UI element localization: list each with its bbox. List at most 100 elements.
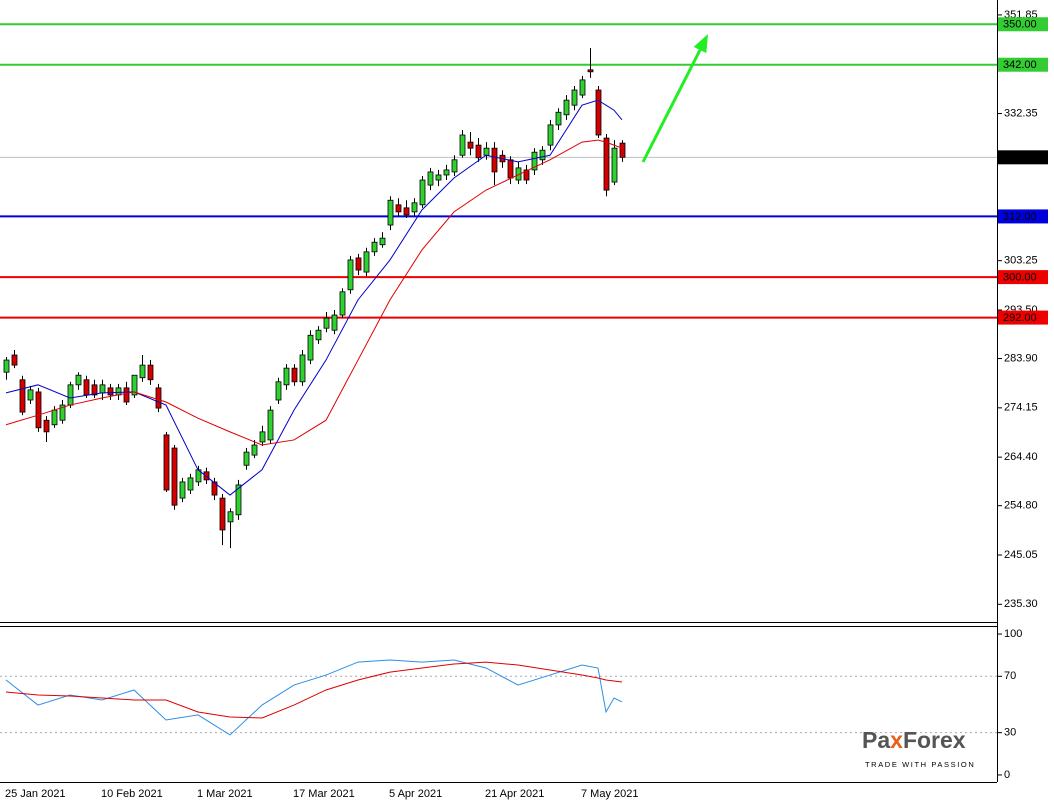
candle-body	[147, 364, 154, 381]
level-label-box	[998, 310, 1048, 325]
level-label-box	[998, 17, 1048, 32]
oscillator-line	[5, 659, 623, 736]
candle-body	[115, 387, 122, 396]
candle-body	[331, 314, 338, 331]
level-label: 350.00	[1003, 19, 1037, 31]
candle-body	[355, 257, 362, 271]
arrow-shaft	[641, 49, 702, 163]
x-tick-label: 25 Jan 2021	[5, 788, 66, 800]
candle-body	[131, 374, 138, 396]
y-tick-label: 351.85	[1004, 9, 1038, 21]
logo: PaxForex TRADE WITH PASSION	[862, 727, 975, 769]
level-label: 300.00	[1003, 272, 1037, 284]
candle-body	[171, 447, 178, 506]
candle-body	[339, 291, 346, 316]
level-label-box	[998, 57, 1048, 72]
candle-body	[419, 179, 426, 206]
logo-part: Forex	[903, 727, 966, 753]
level-label: 342.00	[1003, 59, 1037, 71]
candle-body	[99, 384, 106, 394]
candle-body	[483, 147, 490, 156]
candle-body	[395, 204, 402, 213]
arrow-head	[693, 34, 708, 54]
moving-average	[5, 139, 623, 446]
candle-body	[275, 381, 282, 401]
candle-body	[347, 259, 354, 291]
candle-body	[123, 387, 130, 403]
x-tick-label: 7 May 2021	[581, 788, 638, 800]
candle-body	[491, 147, 498, 173]
level-label: 292.00	[1003, 312, 1037, 324]
candle-body	[107, 387, 114, 396]
y-tick-label: 30	[1004, 727, 1016, 739]
candle-body	[443, 169, 450, 176]
candle-body	[27, 389, 34, 401]
candle-body	[227, 511, 234, 523]
candle-body	[611, 147, 618, 183]
candle-body	[187, 477, 194, 491]
candle-body	[219, 497, 226, 531]
candle-body	[619, 142, 626, 158]
candle-body	[307, 334, 314, 361]
plot-layer: 351.85332.35303.25293.50283.90274.15264.…	[0, 9, 1048, 800]
candle-body	[411, 202, 418, 213]
candle-body	[11, 354, 18, 366]
candle-body	[451, 159, 458, 173]
level-label-box	[998, 209, 1048, 224]
x-tick-label: 21 Apr 2021	[485, 788, 544, 800]
candle-body	[387, 199, 394, 226]
candle-body	[51, 409, 58, 426]
y-tick-label: 332.35	[1004, 107, 1038, 119]
candle-body	[291, 367, 298, 383]
y-tick-label: 283.90	[1004, 352, 1038, 364]
candle-body	[211, 481, 218, 496]
candle-body	[179, 481, 186, 499]
candle-body	[539, 149, 546, 161]
y-tick-label: 303.25	[1004, 255, 1038, 267]
x-tick-label: 5 Apr 2021	[389, 788, 442, 800]
candle-body	[243, 451, 250, 466]
y-tick-label: 254.80	[1004, 500, 1038, 512]
candle-body	[251, 444, 258, 456]
candle-body	[83, 379, 90, 396]
y-tick-label: 245.05	[1004, 549, 1038, 561]
y-tick-label: 100	[1004, 628, 1022, 640]
candle-body	[531, 151, 538, 171]
candle-body	[67, 384, 74, 406]
candle-body	[91, 384, 98, 396]
candle-body	[283, 367, 290, 386]
candle-body	[3, 359, 10, 373]
oscillator-line	[5, 661, 623, 719]
candle-body	[75, 374, 82, 386]
last-price-label: 323.69	[1003, 152, 1037, 164]
candle-body	[459, 134, 466, 156]
candle-body	[235, 484, 242, 516]
candle-body	[203, 471, 210, 481]
candle-body	[363, 251, 370, 273]
y-tick-label: 0	[1004, 769, 1010, 781]
candle-body	[507, 159, 514, 179]
level-label-box	[998, 270, 1048, 285]
y-tick-label: 264.40	[1004, 451, 1038, 463]
candle-body	[323, 317, 330, 329]
candle-body	[523, 169, 530, 181]
logo-tagline: TRADE WITH PASSION	[865, 760, 975, 769]
candle-body	[163, 434, 170, 491]
candle-body	[139, 364, 146, 379]
x-tick-label: 17 Mar 2021	[293, 788, 355, 800]
logo-part: Pa	[862, 727, 890, 753]
candle-body	[475, 144, 482, 159]
candle-body	[299, 354, 306, 383]
candle-body	[427, 171, 434, 186]
candle-body	[467, 141, 474, 149]
level-label: 312.00	[1003, 211, 1037, 223]
candle-body	[35, 391, 42, 429]
candle-body	[43, 419, 50, 433]
logo-name: PaxForex	[862, 727, 966, 753]
candle-body	[155, 387, 162, 409]
trend-arrow	[641, 34, 708, 163]
candle-body	[435, 174, 442, 181]
candle-body	[579, 79, 586, 96]
candle-body	[267, 409, 274, 441]
